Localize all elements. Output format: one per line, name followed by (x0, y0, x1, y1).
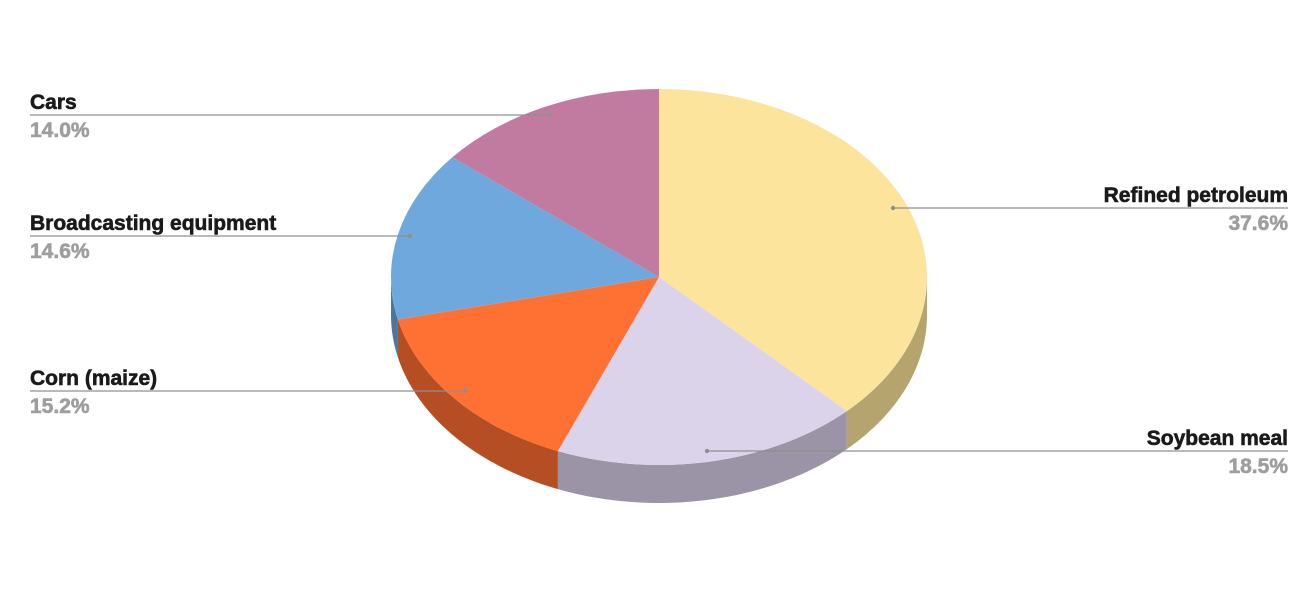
slice-name: Cars (30, 91, 77, 114)
slice-name: Refined petroleum (1104, 184, 1288, 207)
slice-name: Soybean meal (1147, 427, 1288, 450)
pie-sides (391, 277, 927, 503)
slice-label-0: Refined petroleum 37.6% (890, 184, 1289, 235)
pie-slice-4[interactable] (452, 89, 659, 277)
slice-label-1: Soybean meal 18.5% (704, 427, 1289, 478)
slice-percent: 18.5% (1228, 455, 1288, 478)
pie-side-3 (391, 277, 398, 358)
slice-label-2: Corn (maize) 15.2% (30, 367, 468, 418)
slice-name: Broadcasting equipment (30, 212, 276, 235)
pie-slice-0[interactable] (659, 89, 927, 412)
leader-dot (890, 205, 896, 211)
slice-percent: 15.2% (30, 395, 90, 418)
slice-name: Corn (maize) (30, 367, 157, 390)
slice-percent: 14.0% (30, 119, 90, 142)
pie-side-0 (846, 277, 927, 450)
pie-side-1 (557, 411, 847, 503)
slice-percent: 14.6% (30, 240, 90, 263)
leader-dot (407, 233, 413, 239)
leader-dot (462, 388, 468, 394)
leader-dot (547, 112, 553, 118)
pie-slice-2[interactable] (397, 277, 659, 452)
pie-side-2 (397, 319, 558, 490)
leader-dot (704, 448, 710, 454)
slice-percent: 37.6% (1228, 212, 1288, 235)
pie-labels: Refined petroleum 37.6% Soybean meal 18.5% C… (30, 91, 1289, 479)
slice-label-4: Cars 14.0% (30, 91, 553, 142)
slice-label-3: Broadcasting equipment 14.6% (30, 212, 413, 263)
pie-slice-1[interactable] (557, 277, 847, 465)
pie-tops (391, 89, 927, 465)
pie-slice-3[interactable] (391, 157, 659, 320)
